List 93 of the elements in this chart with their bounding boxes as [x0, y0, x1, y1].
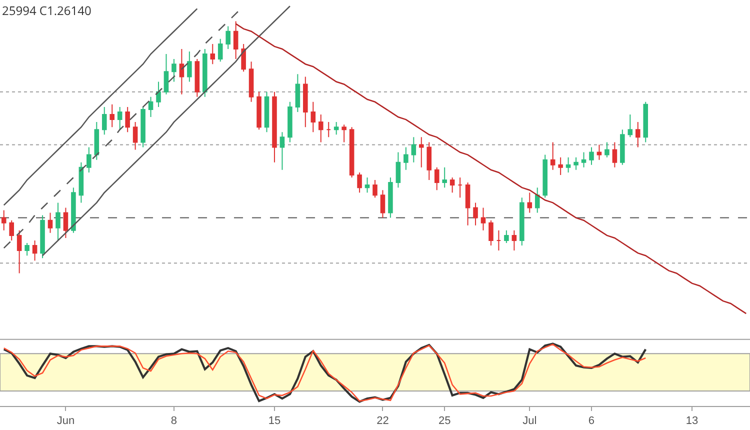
candlestick: [148, 96, 154, 118]
candlestick: [411, 136, 416, 163]
candlestick: [450, 176, 455, 194]
candlestick: [179, 48, 184, 95]
candlestick: [280, 132, 285, 170]
candlestick: [512, 230, 517, 252]
candlestick: [78, 162, 84, 204]
candlestick: [550, 142, 556, 170]
candlestick: [458, 176, 462, 198]
candlestick: [218, 38, 223, 62]
x-tick-label: 15: [268, 415, 281, 428]
candlestick: [442, 166, 447, 188]
candlestick: [465, 182, 470, 226]
candlestick: [110, 104, 115, 128]
candlestick: [295, 74, 300, 112]
candlestick: [256, 91, 262, 130]
candlestick: [326, 122, 331, 138]
candlestick: [589, 146, 594, 166]
candlestick: [473, 202, 478, 226]
x-tick-label: 22: [376, 415, 389, 428]
candlestick: [132, 122, 138, 150]
x-tick-label: 6: [588, 415, 595, 428]
candlestick: [272, 91, 277, 163]
candlestick: [318, 114, 324, 143]
candlestick: [156, 81, 161, 108]
candlestick: [364, 176, 370, 194]
candlestick: [334, 122, 339, 136]
candlestick: [612, 142, 618, 168]
candlestick: [125, 106, 130, 133]
x-tick-label: 13: [686, 415, 698, 428]
candlestick: [310, 101, 316, 133]
x-tick-label: 8: [170, 415, 178, 428]
candlestick: [86, 146, 92, 173]
candlestick: [426, 142, 432, 181]
candlestick: [210, 43, 216, 65]
candlestick: [40, 214, 45, 259]
candlestick: [620, 129, 625, 166]
candlestick: [388, 176, 393, 218]
candlestick: [288, 101, 292, 143]
candlestick: [504, 230, 509, 244]
candlestick: [520, 197, 524, 246]
candlestick: [140, 106, 146, 148]
candlestick: [496, 230, 502, 252]
candlestick: [194, 58, 200, 98]
x-tick-label: Jun: [56, 415, 75, 428]
candlestick: [635, 122, 640, 148]
candlestick: [71, 187, 76, 234]
candlestick: [24, 242, 30, 256]
candlestick: [303, 76, 308, 128]
candlestick: [480, 207, 486, 231]
candlestick: [488, 220, 494, 246]
candlestick: [527, 192, 532, 214]
candlestick: [604, 142, 610, 158]
candlestick: [202, 48, 208, 98]
candlestick: [48, 212, 53, 234]
candlestick: [241, 43, 246, 72]
candlestick: [628, 114, 633, 138]
candlestick: [558, 156, 563, 176]
candlestick: [372, 180, 378, 198]
candlestick: [380, 190, 386, 218]
candlestick: [56, 202, 60, 241]
candlestick: [102, 106, 107, 136]
candlestick: [574, 156, 578, 170]
candlestick: [534, 187, 540, 214]
candlestick: [264, 91, 270, 133]
candlestick: [596, 144, 602, 160]
candlestick: [187, 51, 192, 82]
candlestick: [94, 122, 100, 160]
candlestick: [248, 61, 254, 102]
candlestick: [419, 136, 424, 168]
candlestick: [396, 152, 401, 188]
candlestick: [581, 152, 586, 168]
x-tick-label: Jul: [522, 415, 537, 428]
candlestick: [32, 240, 38, 262]
candlestick: [226, 26, 230, 50]
candlestick: [404, 146, 408, 170]
candlestick: [566, 156, 571, 173]
candlestick: [117, 106, 122, 130]
candlestick: [342, 124, 346, 143]
x-tick-label: 25: [438, 415, 451, 428]
candlestick: [233, 20, 238, 60]
candlestick: [542, 154, 548, 198]
candlestick: [357, 172, 362, 194]
candlestick: [9, 220, 14, 241]
candlestick: [63, 207, 68, 238]
candlestick: [643, 101, 648, 143]
candlestick: [434, 166, 440, 191]
text: 25994 C1.26140: [2, 2, 92, 19]
candlestick: [349, 126, 354, 178]
candlestick: [1, 210, 6, 231]
candlestick: [164, 54, 169, 95]
candlestick: [16, 230, 22, 274]
candlestick: [172, 58, 176, 82]
